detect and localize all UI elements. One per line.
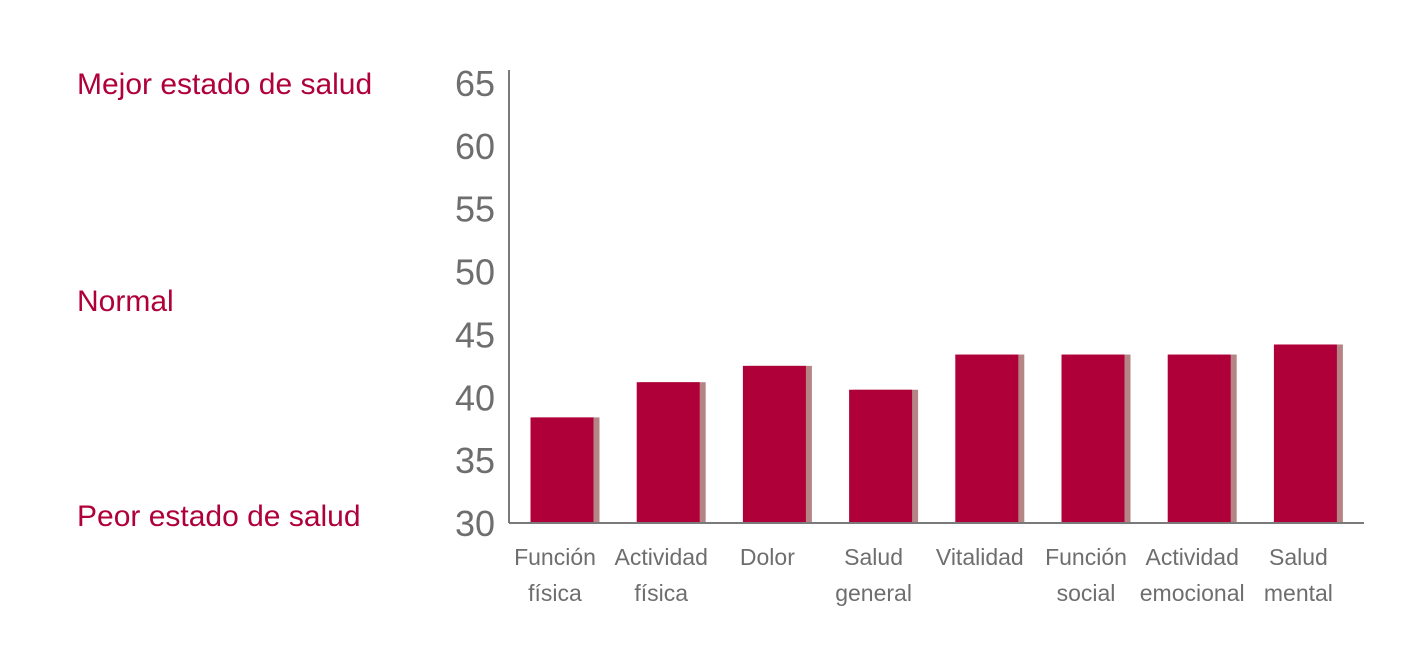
x-tick-label-line: Función <box>514 544 596 570</box>
side-label-worst-health: Peor estado de salud <box>77 500 361 533</box>
x-tick-label: Función física <box>514 544 596 606</box>
side-label-normal: Normal <box>77 285 174 318</box>
x-tick-label-line: física <box>634 580 688 606</box>
side-label-best-health: Mejor estado de salud <box>77 68 372 101</box>
x-tick-label: Salud mental <box>1264 544 1333 606</box>
bar <box>955 354 1019 523</box>
x-tick-label-line: física <box>528 580 582 606</box>
x-tick-label: Salud general <box>835 544 912 606</box>
bar <box>1273 344 1337 523</box>
x-tick-label-line: general <box>835 580 912 606</box>
x-tick-label-line: emocional <box>1140 580 1245 606</box>
y-tick-label: 50 <box>455 252 495 293</box>
x-tick-label-line: Actividad <box>615 544 708 570</box>
x-tick-label-line: Actividad <box>1146 544 1239 570</box>
bar <box>742 365 806 523</box>
x-tick-label-line: mental <box>1264 580 1333 606</box>
x-tick-label-line: Salud <box>844 544 903 570</box>
x-tick-label: Vitalidad <box>936 544 1024 570</box>
x-tick-label-line: Dolor <box>740 544 795 570</box>
bar <box>1167 354 1231 523</box>
x-tick-label: Dolor <box>740 544 795 570</box>
y-tick-label: 65 <box>455 63 495 104</box>
x-tick-label: Función social <box>1045 544 1127 606</box>
y-axis-ticks: 30 35 40 45 50 55 60 65 <box>455 63 495 544</box>
bar <box>636 382 700 523</box>
bar <box>1061 354 1125 523</box>
bars <box>530 344 1343 523</box>
bar <box>849 389 913 523</box>
y-tick-label: 35 <box>455 440 495 481</box>
y-tick-label: 55 <box>455 189 495 230</box>
y-tick-label: 40 <box>455 377 495 418</box>
y-tick-label: 60 <box>455 126 495 167</box>
x-tick-label-line: Vitalidad <box>936 544 1024 570</box>
x-tick-label-line: Salud <box>1269 544 1328 570</box>
bar <box>530 417 594 523</box>
axes <box>508 70 1364 524</box>
y-tick-label: 45 <box>455 314 495 355</box>
x-tick-label-line: Función <box>1045 544 1127 570</box>
x-tick-label: Actividad emocional <box>1140 544 1245 606</box>
x-axis-tick-labels: Función física Actividad física Dolor Salud ge… <box>514 544 1333 606</box>
y-tick-label: 30 <box>455 503 495 544</box>
x-tick-label-line: social <box>1057 580 1116 606</box>
side-labels: Mejor estado de salud Normal Peor estado… <box>77 68 372 533</box>
x-tick-label: Actividad física <box>615 544 708 606</box>
